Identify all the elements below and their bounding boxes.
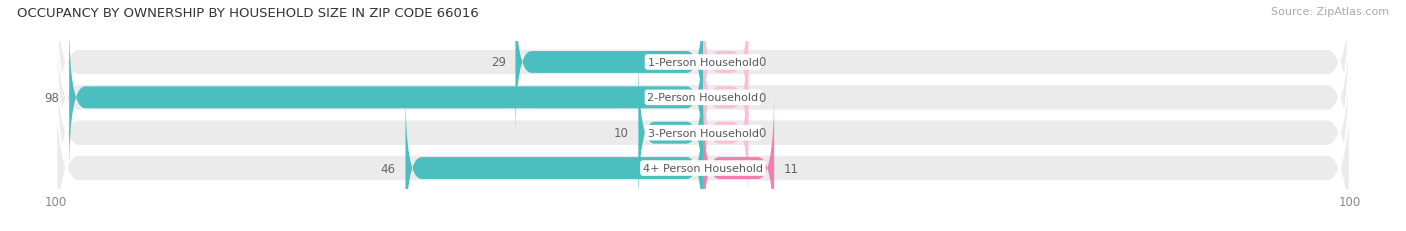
FancyBboxPatch shape <box>56 0 1350 173</box>
Text: 10: 10 <box>614 127 628 140</box>
Text: 0: 0 <box>758 91 765 104</box>
FancyBboxPatch shape <box>56 23 1350 231</box>
FancyBboxPatch shape <box>703 91 775 231</box>
FancyBboxPatch shape <box>638 56 703 210</box>
Text: 3-Person Household: 3-Person Household <box>648 128 758 138</box>
FancyBboxPatch shape <box>56 0 1350 208</box>
Text: 11: 11 <box>785 162 799 175</box>
FancyBboxPatch shape <box>703 0 748 140</box>
Text: 0: 0 <box>758 127 765 140</box>
Text: 4+ Person Household: 4+ Person Household <box>643 163 763 173</box>
FancyBboxPatch shape <box>516 0 703 140</box>
Text: 98: 98 <box>45 91 59 104</box>
FancyBboxPatch shape <box>69 21 703 175</box>
FancyBboxPatch shape <box>405 91 703 231</box>
Text: 2-Person Household: 2-Person Household <box>647 93 759 103</box>
Text: 1-Person Household: 1-Person Household <box>648 58 758 68</box>
Text: 29: 29 <box>491 56 506 69</box>
Text: 0: 0 <box>758 56 765 69</box>
FancyBboxPatch shape <box>56 58 1350 231</box>
FancyBboxPatch shape <box>703 56 748 210</box>
Text: OCCUPANCY BY OWNERSHIP BY HOUSEHOLD SIZE IN ZIP CODE 66016: OCCUPANCY BY OWNERSHIP BY HOUSEHOLD SIZE… <box>17 7 478 20</box>
Text: Source: ZipAtlas.com: Source: ZipAtlas.com <box>1271 7 1389 17</box>
FancyBboxPatch shape <box>703 21 748 175</box>
Text: 46: 46 <box>381 162 396 175</box>
